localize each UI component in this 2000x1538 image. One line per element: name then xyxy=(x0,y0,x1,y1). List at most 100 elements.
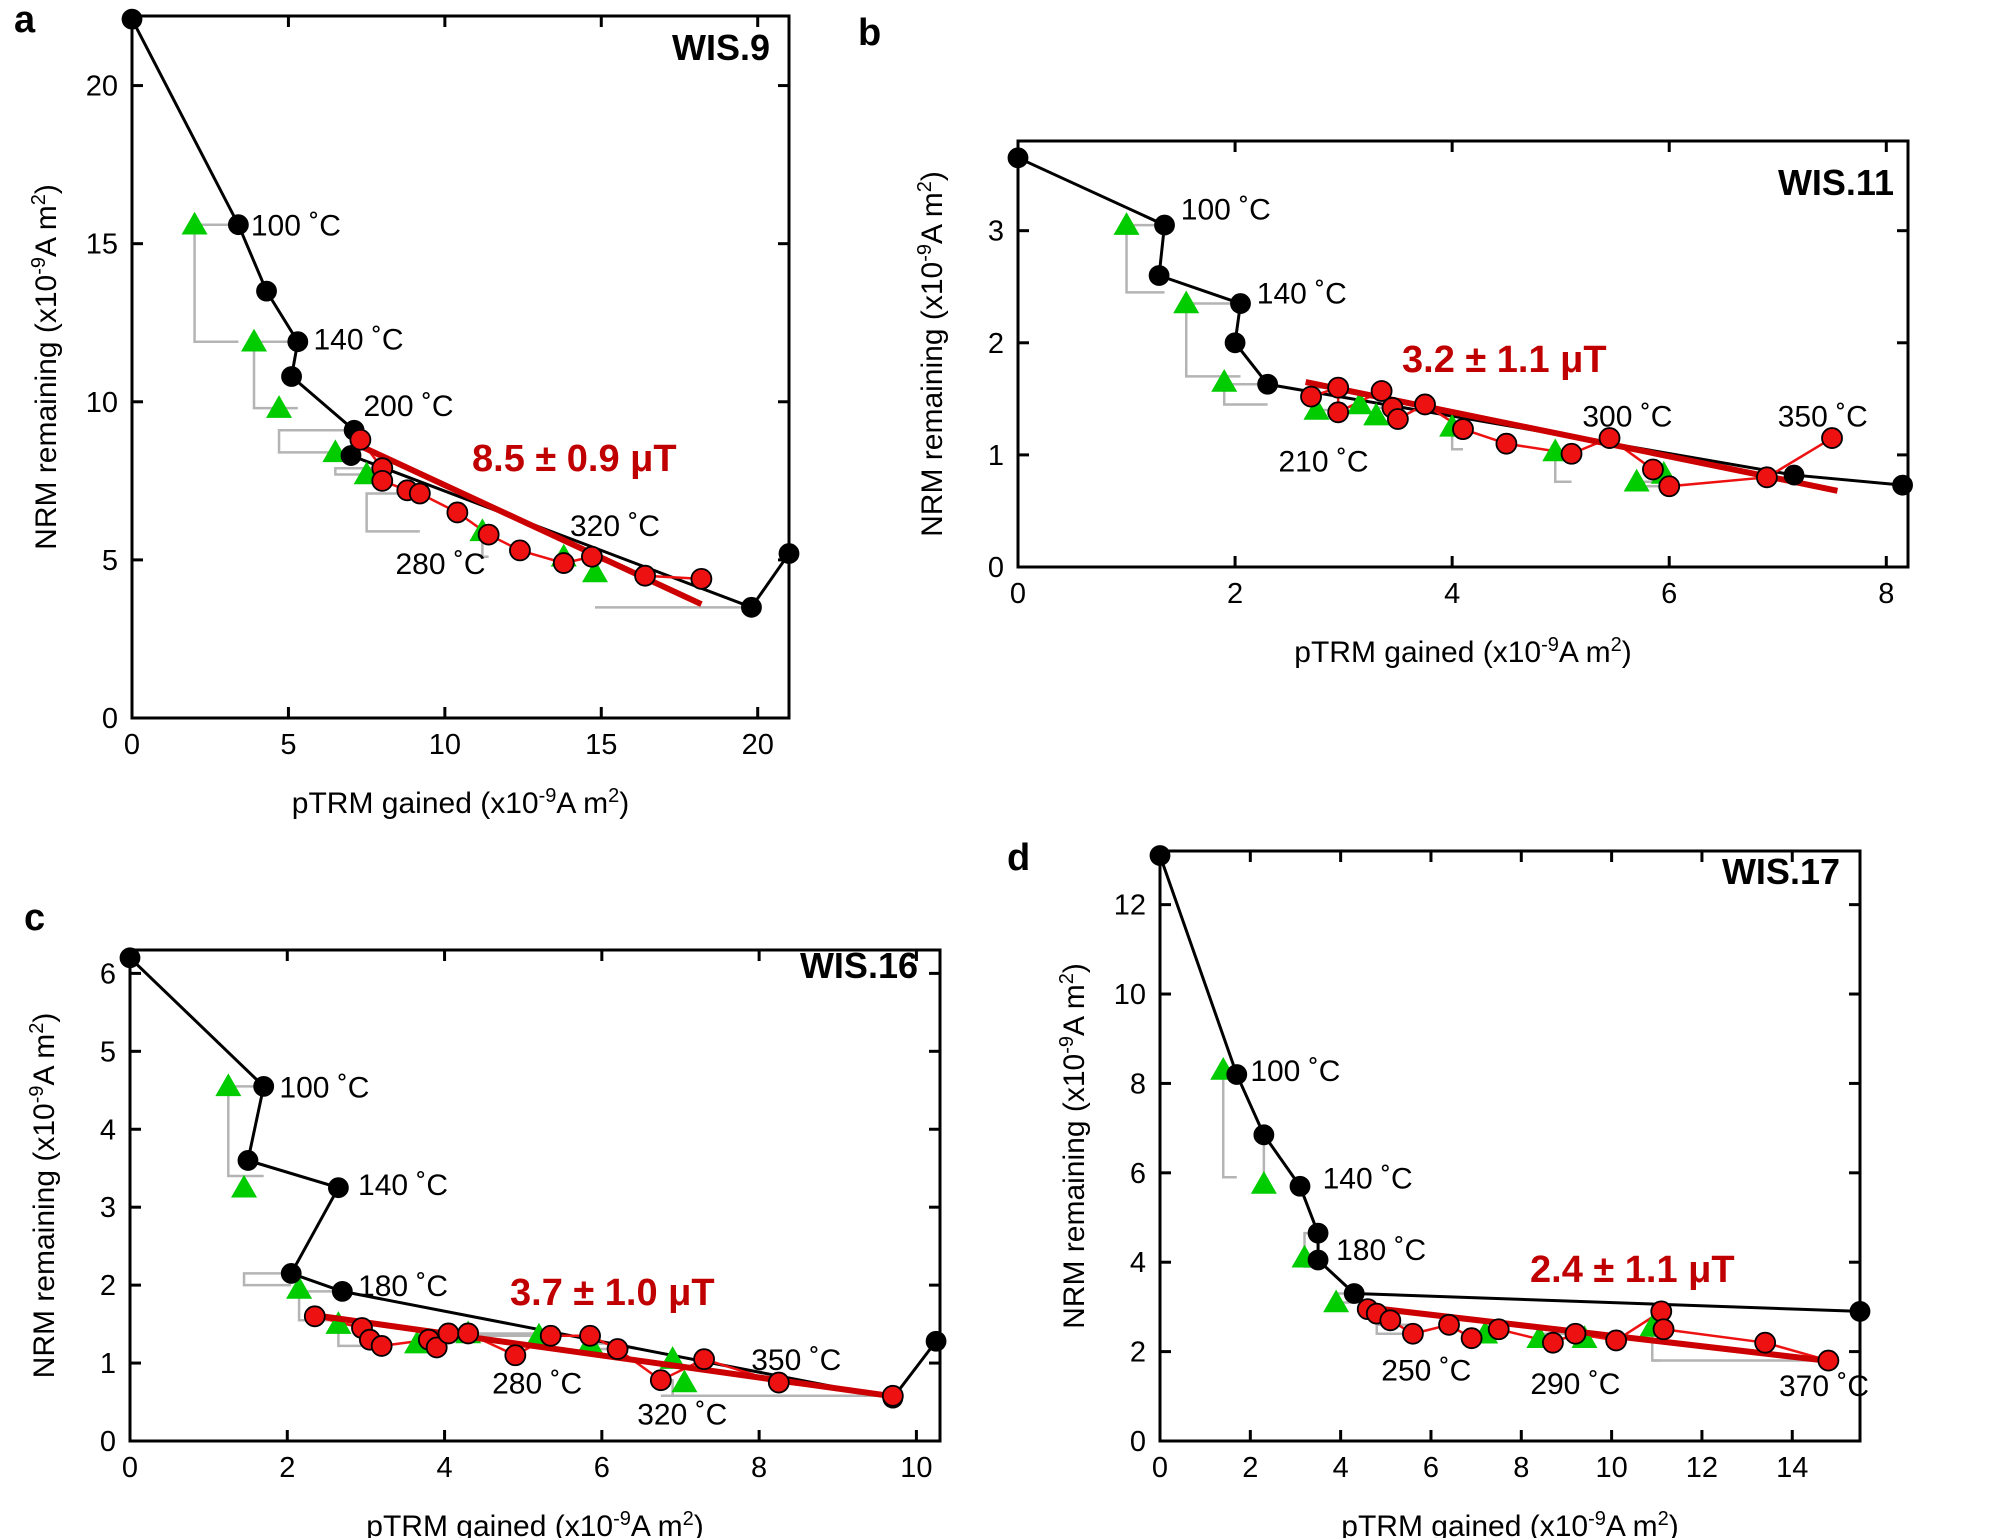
field-strength-result: 3.7 ± 1.0 μT xyxy=(510,1272,715,1314)
plot-frame xyxy=(1016,139,1910,569)
y-axis-label-square: 2 xyxy=(914,181,936,192)
nrm-point xyxy=(778,543,800,564)
nrm-point xyxy=(1892,474,1913,496)
y-axis-label: NRM remaining (x10-9A m2) xyxy=(26,1013,61,1379)
fit-point xyxy=(1487,1318,1510,1341)
y-tick-label: 0 xyxy=(1130,1426,1146,1458)
y-tick-label: 6 xyxy=(100,958,116,990)
ptrm-check-step xyxy=(1125,223,1165,294)
x-tick-label: 8 xyxy=(1878,578,1894,610)
ptrm-check-point xyxy=(1173,290,1200,314)
y-tick-label: 5 xyxy=(100,1036,116,1068)
fit-point xyxy=(552,552,575,574)
ptrm-check-step xyxy=(242,1272,292,1287)
x-axis-label-exponent: -9 xyxy=(1541,634,1559,656)
y-axis-label-main: NRM remaining (x10 xyxy=(916,262,949,537)
y-tick-label: 1 xyxy=(100,1348,116,1380)
fit-point xyxy=(408,482,431,505)
x-tick-label: 0 xyxy=(124,729,140,761)
fit-point xyxy=(1542,1331,1564,1354)
x-tick-label: 8 xyxy=(1513,1452,1529,1484)
panel-letter: a xyxy=(14,0,36,41)
temperature-label: 140 ˚C xyxy=(1257,277,1347,310)
fit-point xyxy=(881,1384,904,1407)
fit-point xyxy=(1821,427,1843,449)
nrm-point xyxy=(1154,214,1175,236)
nrm-point xyxy=(281,366,302,387)
fit-point xyxy=(1598,427,1621,449)
x-tick-label: 6 xyxy=(594,1452,610,1484)
temperature-label: 320 ˚C xyxy=(637,1399,727,1432)
fit-point xyxy=(504,1344,527,1367)
temperature-label: 200 ˚C xyxy=(364,390,454,423)
sample-title: WIS.11 xyxy=(1778,162,1894,203)
x-tick-label: 2 xyxy=(1242,1452,1258,1484)
panel-letter: b xyxy=(858,12,881,54)
fit-point xyxy=(1327,376,1350,399)
fit-point xyxy=(437,1322,460,1345)
x-tick-label: 12 xyxy=(1686,1452,1718,1484)
y-tick-label: 4 xyxy=(1130,1247,1146,1279)
fit-point xyxy=(1560,442,1583,465)
fit-point xyxy=(457,1322,480,1345)
fit-point xyxy=(1327,401,1350,424)
nrm-point xyxy=(1289,1175,1311,1197)
panel-letter: d xyxy=(1007,837,1030,879)
sample-title: WIS.16 xyxy=(800,945,918,986)
ptrm-check-step xyxy=(1221,1073,1237,1179)
y-tick-label: 0 xyxy=(102,703,118,735)
temperature-label: 100 ˚C xyxy=(279,1071,369,1104)
y-axis-label-close: ) xyxy=(916,171,949,181)
x-axis-label-close: ) xyxy=(694,1510,704,1538)
nrm-point xyxy=(1007,147,1029,169)
x-tick-label: 6 xyxy=(1661,578,1677,610)
fit-point xyxy=(767,1371,790,1394)
nrm-point xyxy=(925,1330,947,1352)
temperature-label: 350 ˚C xyxy=(1778,401,1868,434)
fit-point xyxy=(1605,1329,1628,1352)
fit-point xyxy=(349,428,372,451)
x-axis-label-main: pTRM gained (x10 xyxy=(1294,636,1541,669)
ptrm-check-point xyxy=(1623,468,1650,492)
fit-point xyxy=(1438,1313,1460,1336)
y-axis-label-exponent: -9 xyxy=(1056,1036,1078,1054)
temperature-label: 300 ˚C xyxy=(1582,401,1672,434)
x-axis-label-square: 2 xyxy=(1658,1508,1669,1530)
y-axis-label: NRM remaining (x10-9A m2) xyxy=(1056,963,1091,1329)
fit-point xyxy=(579,1324,601,1347)
y-axis-label-exponent: -9 xyxy=(914,244,936,262)
x-axis-label-square: 2 xyxy=(683,1508,694,1530)
y-axis-label-square: 2 xyxy=(28,194,50,205)
y-tick-label: 1 xyxy=(988,440,1004,472)
temperature-label: 290 ˚C xyxy=(1530,1368,1620,1401)
fit-line xyxy=(1362,1303,1834,1365)
x-axis-label: pTRM gained (x10-9A m2) xyxy=(366,1508,703,1538)
nrm-point xyxy=(1253,1124,1275,1146)
temperature-label: 100 ˚C xyxy=(1250,1055,1340,1088)
fit-point xyxy=(539,1324,562,1347)
ptrm-check-point xyxy=(181,211,208,235)
y-tick-label: 4 xyxy=(100,1114,116,1146)
x-tick-label: 14 xyxy=(1776,1452,1808,1484)
fit-point xyxy=(1817,1349,1840,1372)
ptrm-check-point xyxy=(215,1073,242,1097)
y-axis-label-main: NRM remaining (x10 xyxy=(28,1103,61,1378)
ptrm-check-point xyxy=(582,559,609,583)
fit-point xyxy=(1642,458,1664,481)
nrm-series-line xyxy=(128,956,938,1400)
x-axis-label-close: ) xyxy=(1622,636,1632,669)
panel-letter: c xyxy=(24,897,45,939)
y-axis-label-unit: A m xyxy=(916,192,949,244)
temperature-label: 140 ˚C xyxy=(358,1169,448,1202)
x-tick-label: 4 xyxy=(1444,578,1460,610)
plot-frame xyxy=(130,14,791,720)
y-axis-label-main: NRM remaining (x10 xyxy=(1058,1054,1091,1329)
temperature-label: 280 ˚C xyxy=(492,1368,582,1401)
y-axis-label-close: ) xyxy=(1058,963,1091,973)
fit-point xyxy=(693,1348,715,1371)
y-axis-label-square: 2 xyxy=(1056,973,1078,984)
nrm-point xyxy=(227,214,249,236)
x-axis-label-exponent: -9 xyxy=(539,785,557,807)
